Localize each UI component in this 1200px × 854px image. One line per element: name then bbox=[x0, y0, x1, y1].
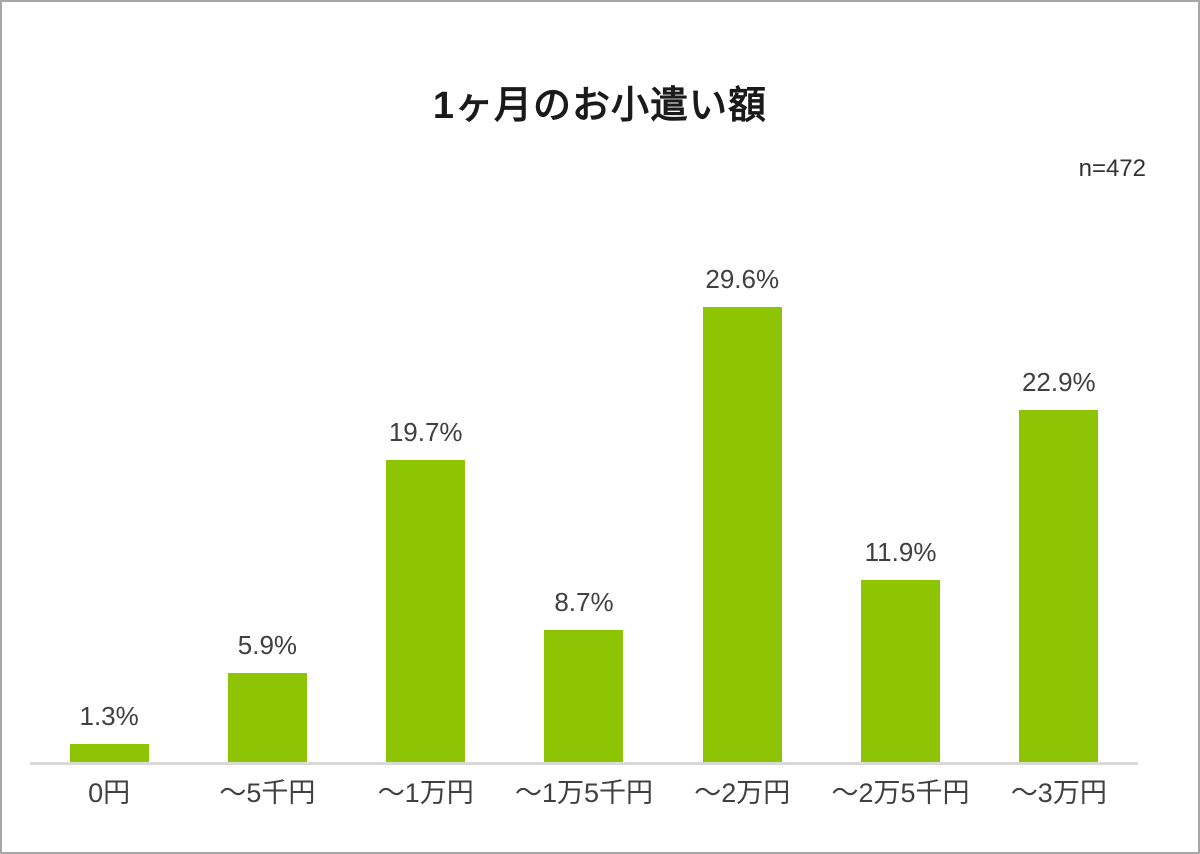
chart-title: 1ヶ月のお小遣い額 bbox=[432, 85, 768, 127]
bar-value-label: 1.3% bbox=[79, 701, 139, 732]
bar-value-label: 8.7% bbox=[554, 587, 614, 618]
bar-column: 5.9% bbox=[188, 244, 346, 764]
bar-value-label: 11.9% bbox=[864, 537, 937, 568]
x-axis-label: ～5千円 bbox=[219, 778, 316, 808]
bar bbox=[69, 744, 149, 764]
bar bbox=[227, 673, 307, 764]
bar bbox=[861, 580, 941, 764]
bar bbox=[702, 307, 782, 764]
x-axis-label: 0円 bbox=[88, 778, 131, 808]
bar-column: 8.7% bbox=[505, 244, 663, 764]
x-axis-labels: 0円 ～5千円 ～1万円 ～1万5千円 ～2万円 ～2万5千円 ～3万円 bbox=[30, 777, 1138, 809]
bar-column: 29.6% bbox=[663, 244, 821, 764]
bar-column: 11.9% bbox=[821, 244, 979, 764]
bar bbox=[1019, 410, 1099, 764]
x-axis-label: ～1万5千円 bbox=[514, 778, 653, 808]
bar-value-label: 22.9% bbox=[1021, 367, 1096, 398]
bar-column: 19.7% bbox=[347, 244, 505, 764]
x-axis-label: ～1万円 bbox=[377, 778, 474, 808]
x-axis-line bbox=[30, 762, 1138, 765]
x-axis-label: ～2万5千円 bbox=[831, 778, 970, 808]
bar bbox=[386, 460, 466, 764]
bar-column: 22.9% bbox=[980, 244, 1138, 764]
sample-size-label: n=472 bbox=[1078, 155, 1146, 182]
bar-value-label: 19.7% bbox=[388, 417, 463, 448]
bar-value-label: 29.6% bbox=[705, 264, 780, 295]
bar bbox=[544, 630, 624, 764]
bar-column: 1.3% bbox=[30, 244, 188, 764]
x-axis-label: ～3万円 bbox=[1010, 778, 1107, 808]
x-axis-label: ～2万円 bbox=[694, 778, 791, 808]
bar-value-label: 5.9% bbox=[237, 630, 298, 661]
plot-area: 1.3% 5.9% 19.7% 8.7% 29.6% 11.9% 22.9% bbox=[30, 244, 1138, 764]
